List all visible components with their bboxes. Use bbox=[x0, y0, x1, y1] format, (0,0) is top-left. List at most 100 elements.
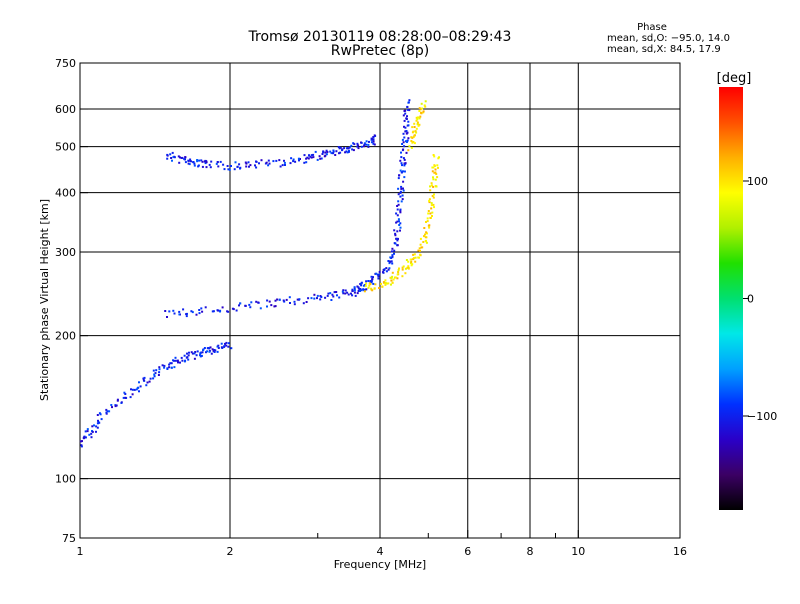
data-point bbox=[429, 212, 432, 215]
data-point bbox=[234, 161, 237, 164]
data-point bbox=[135, 388, 138, 391]
data-point bbox=[266, 299, 269, 302]
data-point bbox=[415, 131, 418, 134]
data-point bbox=[416, 121, 419, 124]
data-point bbox=[100, 418, 103, 421]
data-point bbox=[399, 159, 402, 162]
data-point bbox=[201, 351, 204, 354]
data-point bbox=[168, 363, 171, 366]
data-point bbox=[129, 396, 132, 399]
data-point bbox=[377, 275, 380, 278]
y-tick-label: 300 bbox=[55, 246, 76, 259]
data-point bbox=[255, 160, 257, 163]
data-point bbox=[334, 154, 337, 156]
data-point bbox=[428, 199, 431, 202]
data-point bbox=[410, 264, 413, 267]
data-point bbox=[397, 177, 400, 180]
data-point bbox=[183, 158, 186, 161]
data-point bbox=[403, 119, 406, 122]
data-point bbox=[194, 351, 197, 353]
data-point bbox=[84, 430, 87, 433]
data-point bbox=[265, 161, 268, 164]
data-point bbox=[303, 161, 306, 164]
data-point bbox=[401, 275, 404, 278]
data-point bbox=[396, 244, 399, 247]
data-point bbox=[283, 300, 286, 303]
data-point bbox=[217, 165, 220, 168]
data-point bbox=[332, 150, 335, 153]
data-point bbox=[354, 294, 357, 297]
data-point bbox=[310, 156, 313, 159]
data-point bbox=[426, 232, 428, 235]
data-point bbox=[163, 364, 166, 367]
data-point bbox=[80, 444, 83, 447]
data-point bbox=[152, 369, 155, 372]
data-point bbox=[418, 110, 421, 112]
data-point bbox=[415, 116, 418, 119]
data-point bbox=[372, 282, 375, 285]
data-point bbox=[412, 253, 415, 256]
data-point bbox=[414, 256, 417, 259]
stats-heading: Phase bbox=[637, 22, 667, 33]
data-point bbox=[193, 357, 196, 360]
data-point bbox=[373, 143, 376, 146]
x-tick-label: 10 bbox=[571, 545, 585, 558]
data-point bbox=[382, 281, 385, 284]
data-point bbox=[410, 136, 413, 139]
data-point bbox=[407, 101, 410, 104]
data-point bbox=[399, 209, 402, 212]
data-point bbox=[79, 440, 82, 443]
data-point bbox=[426, 220, 429, 223]
data-point bbox=[266, 305, 268, 308]
data-point bbox=[170, 362, 173, 365]
data-point bbox=[348, 146, 351, 149]
data-point bbox=[254, 164, 256, 167]
data-point bbox=[422, 241, 425, 243]
data-point bbox=[305, 301, 308, 303]
data-point bbox=[399, 222, 402, 225]
data-point bbox=[416, 118, 419, 121]
data-point bbox=[226, 310, 229, 313]
data-point bbox=[415, 119, 418, 122]
data-point bbox=[289, 302, 291, 304]
data-point bbox=[370, 281, 373, 284]
data-point bbox=[124, 396, 127, 399]
data-point bbox=[231, 307, 234, 310]
data-point bbox=[402, 180, 405, 183]
data-point bbox=[395, 212, 398, 215]
data-point bbox=[205, 351, 207, 354]
data-point bbox=[332, 149, 335, 152]
data-point bbox=[429, 185, 431, 188]
data-point bbox=[178, 310, 181, 313]
data-point bbox=[327, 292, 330, 295]
data-point bbox=[378, 287, 381, 289]
data-point bbox=[384, 282, 387, 284]
data-point bbox=[247, 161, 250, 164]
data-point bbox=[324, 151, 327, 154]
data-point bbox=[420, 246, 423, 249]
data-point bbox=[401, 143, 404, 145]
data-point bbox=[419, 108, 422, 111]
data-point bbox=[166, 153, 169, 156]
data-point bbox=[324, 296, 327, 299]
data-point bbox=[435, 173, 438, 175]
data-point bbox=[337, 146, 340, 148]
data-point bbox=[353, 287, 356, 290]
data-point bbox=[420, 112, 423, 115]
data-point bbox=[410, 146, 413, 149]
data-point bbox=[370, 280, 373, 283]
data-point bbox=[338, 147, 341, 150]
data-point bbox=[353, 289, 356, 292]
data-point bbox=[423, 104, 426, 107]
data-point bbox=[191, 352, 194, 355]
data-point bbox=[193, 352, 196, 355]
data-point bbox=[338, 152, 340, 155]
data-point bbox=[400, 156, 403, 159]
data-point bbox=[410, 140, 413, 142]
data-point bbox=[417, 256, 420, 259]
data-point bbox=[267, 159, 270, 162]
data-point bbox=[185, 356, 188, 359]
data-point bbox=[412, 141, 415, 143]
data-point bbox=[395, 237, 398, 240]
data-point bbox=[341, 149, 343, 152]
